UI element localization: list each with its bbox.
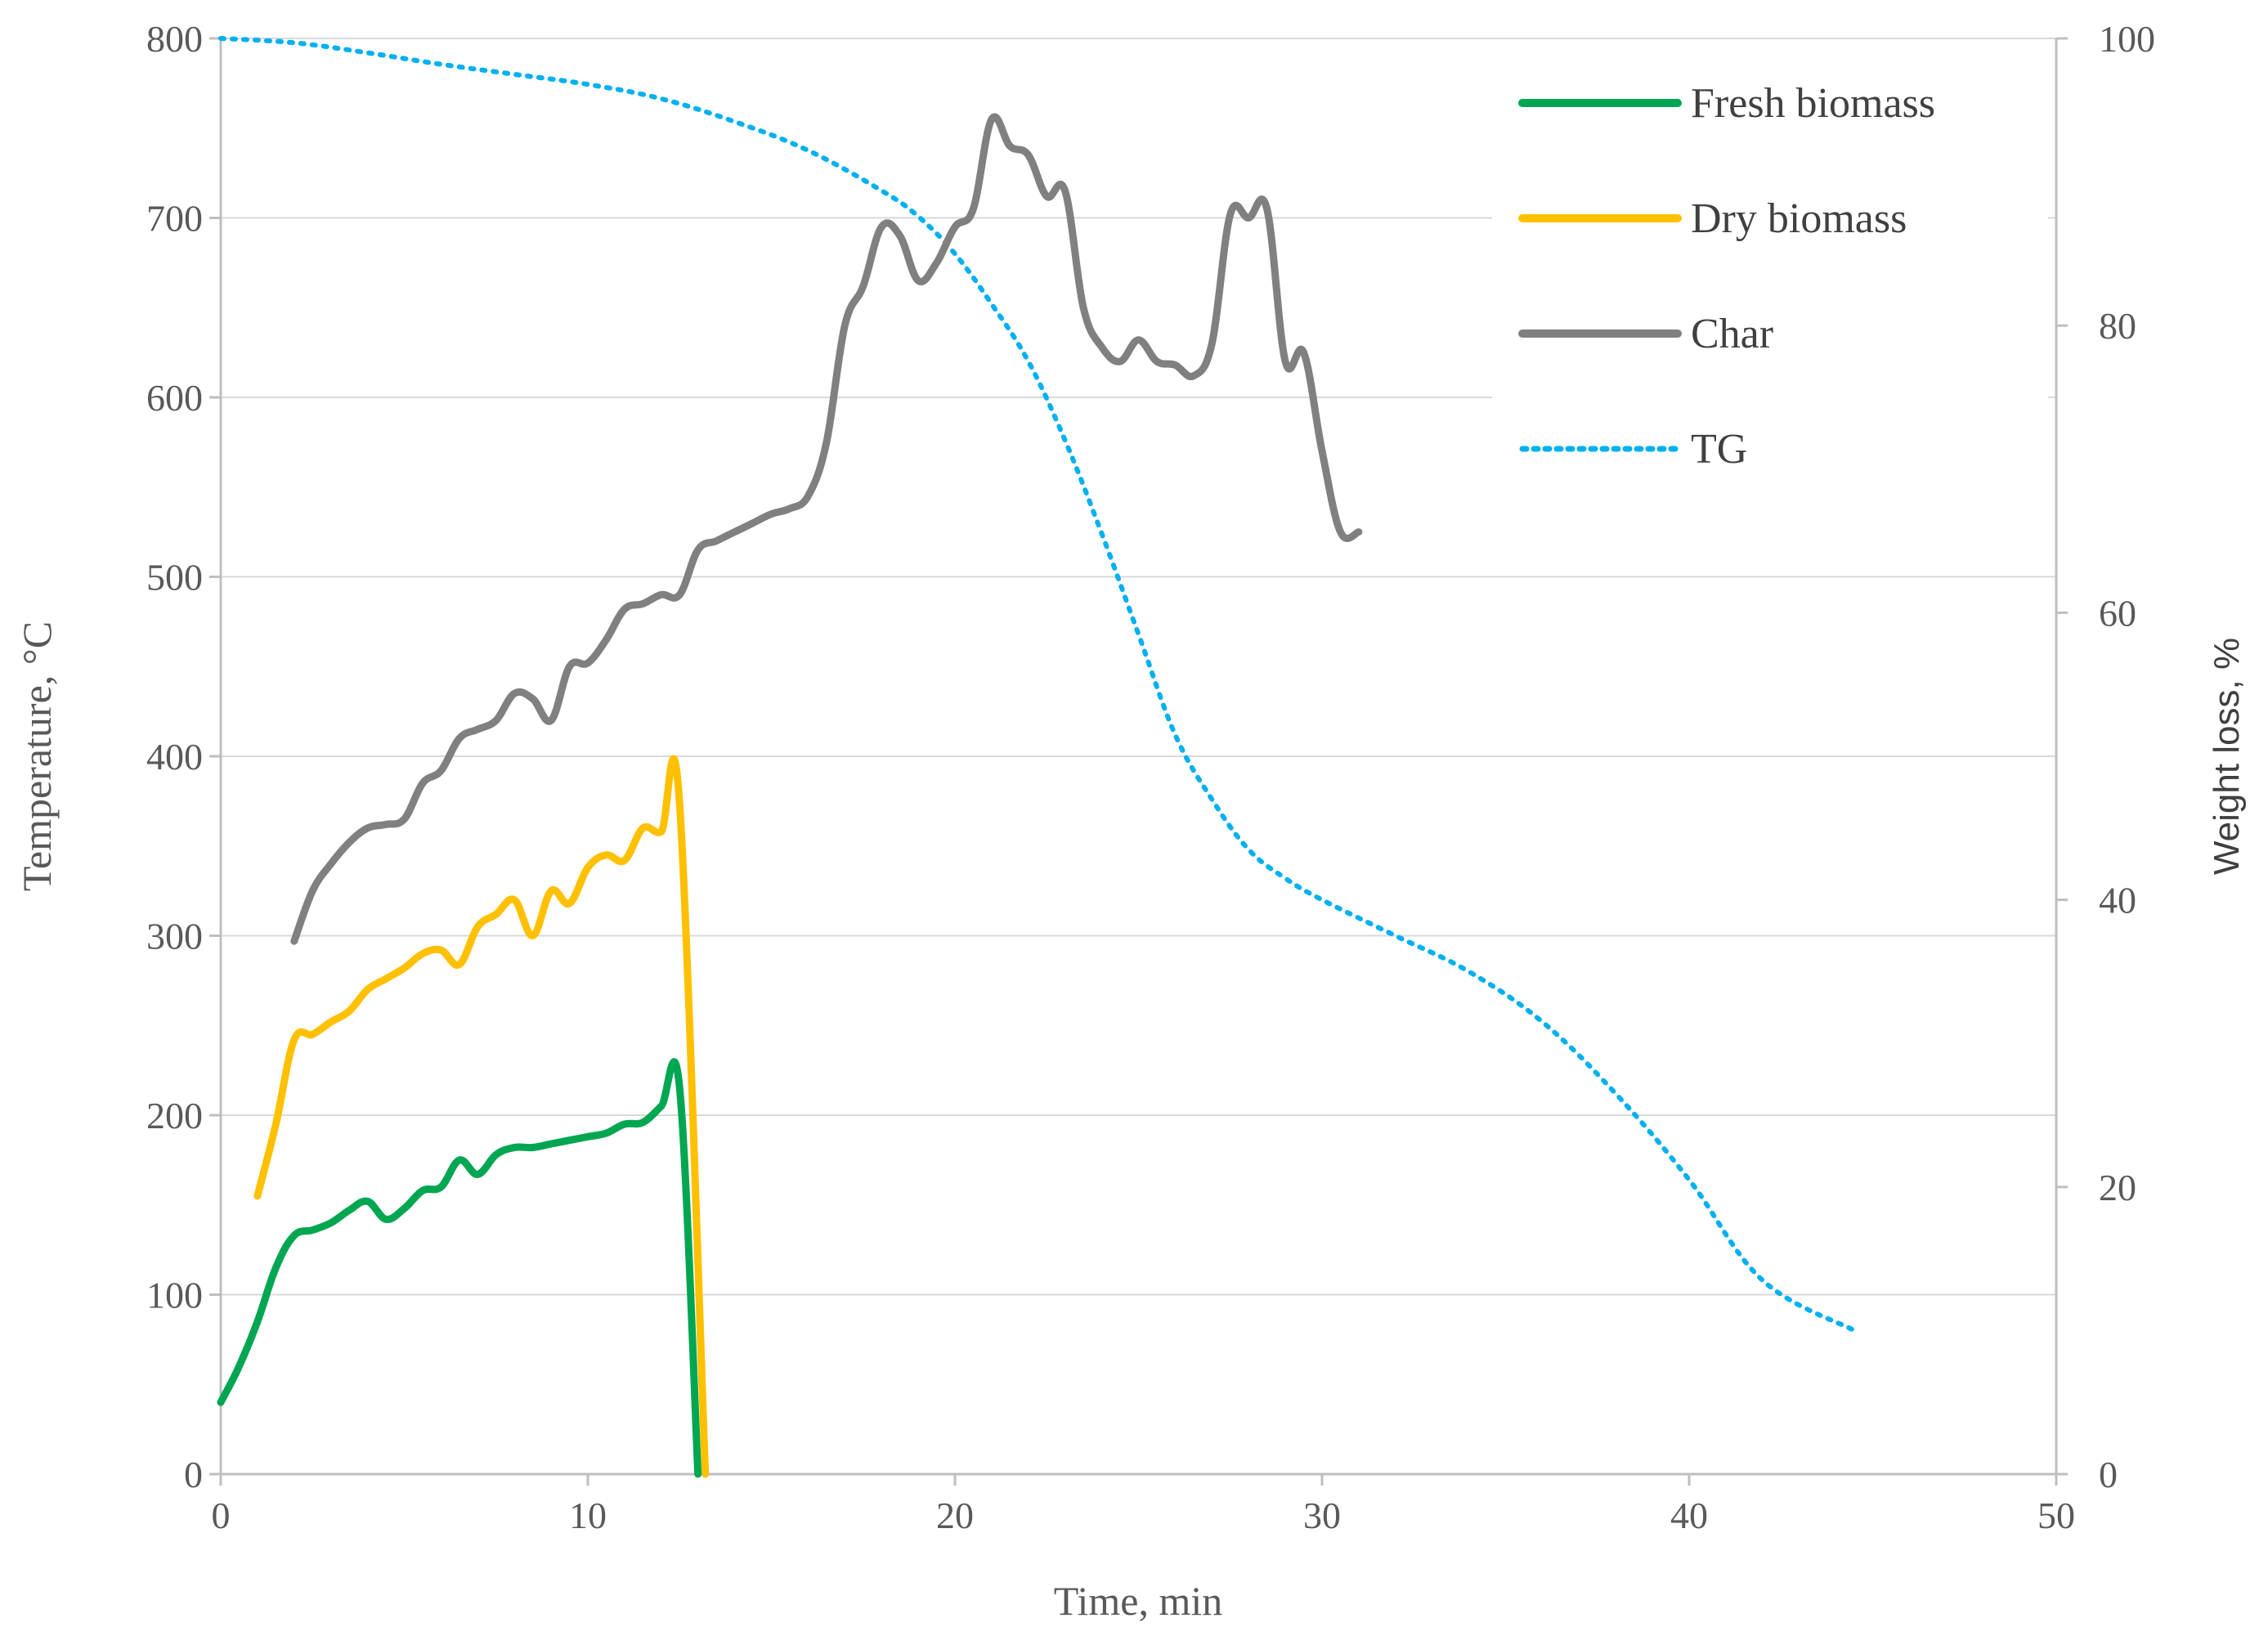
y-tick-label-4: 400: [146, 736, 203, 778]
y2-tick-label-0: 0: [2099, 1454, 2118, 1495]
x-tick-label-1: 10: [569, 1495, 607, 1536]
y2-tick-label-4: 80: [2099, 305, 2136, 347]
y-tick-label-6: 600: [146, 377, 203, 419]
y-tick-label-2: 200: [146, 1095, 203, 1136]
y-ticks: 0 100 200 300 400 500 600 700 800: [146, 18, 221, 1495]
x-ticks: 0 10 20 30 40 50: [212, 1474, 2075, 1536]
x-tick-label-2: 20: [936, 1495, 974, 1536]
legend-item-fresh-biomass: Fresh biomass: [1518, 80, 1935, 127]
y-tick-label-3: 300: [146, 916, 203, 957]
y-tick-label-7: 700: [146, 198, 203, 240]
x-tick-label-5: 50: [2037, 1495, 2075, 1536]
y2-tick-label-2: 40: [2099, 880, 2136, 921]
x-tick-label-4: 40: [1670, 1495, 1708, 1536]
y2-axis-title: Weight loss, %: [2207, 638, 2247, 875]
series-line-fresh-biomass: [217, 1058, 702, 1478]
legend-label-tg: TG: [1691, 426, 1747, 473]
y-tick-label-8: 800: [146, 18, 203, 60]
series-lines: [217, 36, 1858, 1478]
legend-label-char: Char: [1691, 311, 1773, 357]
legend-item-char: Char: [1518, 311, 1773, 357]
legend-item-tg: TG: [1519, 426, 1747, 473]
y2-tick-label-1: 20: [2099, 1167, 2136, 1208]
legend-background: [1492, 61, 2048, 405]
legend: Fresh biomass Dry biomass Char TG: [1492, 61, 2048, 473]
x-tick-label-0: 0: [212, 1495, 231, 1536]
y2-ticks: 0 20 40 60 80 100: [2056, 18, 2155, 1495]
y2-tick-label-5: 100: [2099, 18, 2155, 60]
series-line-dry-biomass: [253, 755, 710, 1478]
legend-item-dry-biomass: Dry biomass: [1518, 195, 1907, 242]
y-tick-label-1: 100: [146, 1275, 203, 1316]
x-tick-label-3: 30: [1303, 1495, 1341, 1536]
legend-label-fresh-biomass: Fresh biomass: [1691, 80, 1935, 127]
series-line-tg: [218, 36, 1858, 1333]
y-tick-label-5: 500: [146, 557, 203, 598]
x-axis-title: Time, min: [1054, 1578, 1223, 1624]
legend-label-dry-biomass: Dry biomass: [1691, 195, 1907, 242]
y-tick-label-0: 0: [184, 1454, 203, 1495]
y2-tick-label-3: 60: [2099, 592, 2136, 634]
y-axis-title: Temperature, °C: [14, 621, 60, 891]
series-line-char: [290, 113, 1363, 945]
